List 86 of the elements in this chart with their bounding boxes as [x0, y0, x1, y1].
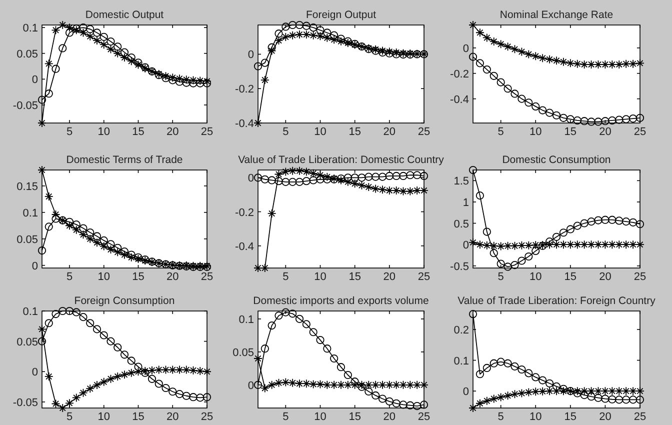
y-tick-label: 0.15 — [16, 180, 38, 193]
y-tick-label: 0.05 — [16, 234, 38, 246]
x-tick-label: 20 — [166, 411, 179, 423]
x-tick-label: 5 — [498, 411, 504, 423]
x-tick-label: 10 — [314, 411, 326, 423]
x-tick-label: 5 — [498, 126, 504, 138]
y-tick-label: 1.5 — [454, 176, 469, 188]
y-tick-label: 0 — [462, 240, 469, 252]
x-tick-label: 5 — [66, 126, 73, 138]
x-tick-label: 20 — [599, 271, 612, 283]
y-tick-label: -0.5 — [450, 260, 469, 273]
x-tick-label: 15 — [132, 126, 144, 138]
x-tick-label: 25 — [200, 271, 214, 283]
y-tick-label: 0.05 — [16, 336, 38, 348]
x-tick-label: 15 — [132, 271, 144, 283]
x-tick-label: 15 — [132, 411, 144, 423]
chart-title: Domestic imports and exports volume — [253, 295, 429, 307]
x-tick-label: 5 — [66, 411, 73, 423]
y-tick-label: -0.05 — [12, 100, 38, 112]
x-tick-label: 25 — [634, 126, 646, 138]
chart-title: Domestic Consumption — [502, 154, 611, 166]
chart-title: Value of Trade Liberation: Domestic Country — [238, 154, 445, 166]
x-tick-label: 25 — [200, 126, 214, 138]
y-tick-label: 0 — [32, 366, 38, 379]
y-tick-label: 0 — [248, 380, 254, 392]
x-tick-label: 25 — [634, 271, 646, 283]
x-tick-label: 15 — [564, 271, 577, 283]
x-tick-label: 10 — [530, 126, 542, 138]
x-tick-label: 10 — [530, 411, 542, 423]
x-tick-label: 10 — [530, 271, 542, 283]
x-tick-label: 25 — [418, 271, 430, 283]
x-tick-label: 20 — [383, 126, 396, 138]
y-tick-label: 0.05 — [232, 346, 254, 359]
x-tick-label: 20 — [383, 271, 396, 283]
y-tick-label: 0 — [462, 42, 469, 55]
y-tick-label: 0 — [248, 49, 254, 62]
x-tick-label: 25 — [200, 411, 214, 423]
x-tick-label: 5 — [282, 271, 289, 283]
x-tick-label: 25 — [634, 411, 646, 423]
y-tick-label: 0.1 — [22, 22, 38, 35]
x-tick-label: 10 — [98, 126, 110, 138]
y-tick-label: -0.05 — [12, 396, 38, 409]
y-tick-label: 0.1 — [238, 314, 254, 326]
y-tick-label: 0 — [32, 260, 38, 272]
x-tick-label: 15 — [348, 271, 361, 283]
y-tick-label: -0.2 — [235, 84, 254, 96]
y-tick-label: 0.2 — [454, 324, 469, 336]
x-tick-label: 15 — [564, 411, 577, 423]
chart-title: Value of Trade Liberation: Foreign Country — [458, 295, 656, 307]
x-tick-label: 10 — [314, 126, 326, 138]
x-tick-label: 5 — [498, 271, 504, 283]
x-tick-label: 25 — [418, 126, 430, 138]
x-tick-label: 20 — [166, 271, 179, 283]
y-tick-label: 0.1 — [22, 207, 38, 220]
y-tick-label: 0 — [462, 386, 469, 398]
chart-title: Domestic Output — [85, 9, 164, 21]
chart-title: Foreign Output — [306, 9, 376, 21]
y-tick-label: -0.4 — [450, 94, 469, 106]
x-tick-label: 20 — [166, 126, 179, 138]
x-tick-label: 5 — [66, 271, 73, 283]
y-tick-label: 0.1 — [22, 306, 38, 318]
x-tick-label: 5 — [282, 411, 289, 423]
chart-title: Nominal Exchange Rate — [500, 9, 614, 21]
x-tick-label: 5 — [282, 126, 289, 138]
y-tick-label: 0.05 — [16, 48, 38, 60]
x-tick-label: 10 — [314, 271, 326, 283]
y-tick-label: 1 — [462, 196, 469, 209]
y-tick-label: 0 — [32, 74, 38, 86]
chart-title: Foreign Consumption — [74, 295, 175, 307]
y-tick-label: -0.2 — [450, 68, 469, 80]
y-tick-label: 0 — [248, 172, 254, 185]
y-tick-label: -0.4 — [235, 118, 254, 130]
y-tick-label: 0.5 — [454, 218, 469, 230]
x-tick-label: 15 — [564, 126, 577, 138]
x-tick-label: 15 — [348, 411, 361, 423]
chart-title: Domestic Terms of Trade — [66, 154, 183, 166]
x-tick-label: 20 — [599, 411, 612, 423]
x-tick-label: 20 — [383, 411, 396, 423]
x-tick-label: 25 — [418, 411, 430, 423]
x-tick-label: 20 — [599, 126, 612, 138]
y-tick-label: 0.1 — [454, 355, 469, 368]
x-tick-label: 10 — [98, 411, 110, 423]
x-tick-label: 10 — [98, 271, 110, 283]
y-tick-label: -0.2 — [235, 206, 254, 219]
y-tick-label: -0.4 — [235, 240, 254, 253]
x-tick-label: 15 — [348, 126, 361, 138]
